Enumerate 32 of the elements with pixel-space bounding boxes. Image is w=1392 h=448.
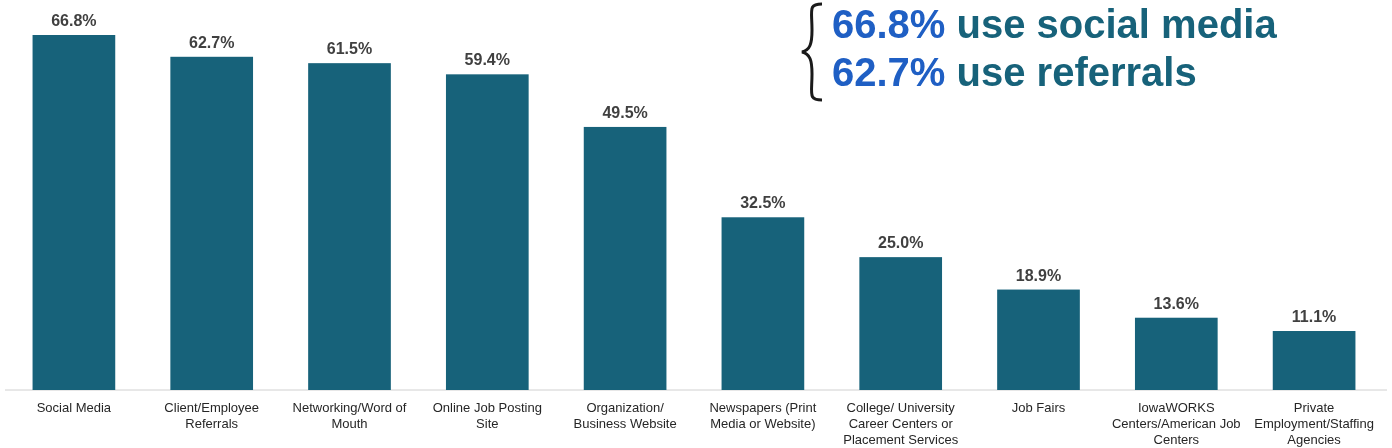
x-tick-label: Newspapers (Print Media or Website) [709, 400, 817, 431]
data-label: 49.5% [602, 103, 648, 121]
x-tick-label: Organization/ Business Website [573, 400, 677, 431]
bar [721, 217, 805, 390]
x-tick-label: Social Media [36, 400, 112, 415]
x-tick-label: Job Fairs [1011, 400, 1066, 415]
data-label: 11.1% [1291, 308, 1337, 326]
x-tick-label: IowaWORKS Centers/American Job Centers [1111, 400, 1241, 447]
x-tick-label: College/ University Career Centers or Placement Services [843, 400, 959, 447]
bar [445, 74, 529, 390]
data-label: 61.5% [326, 40, 373, 58]
data-label: 13.6% [1153, 294, 1199, 312]
bar [32, 35, 116, 390]
bar [170, 56, 254, 390]
data-label: 66.8% [51, 12, 97, 29]
bar [1134, 317, 1218, 390]
bar [859, 257, 943, 390]
data-label: 59.4% [464, 51, 510, 69]
data-label: 32.5% [740, 194, 786, 212]
annotation: 66.8% use social media [832, 2, 1278, 46]
bar [997, 289, 1080, 390]
bar [583, 126, 667, 390]
bar [308, 63, 391, 390]
bar [1272, 331, 1356, 390]
annotation: 62.7% use referrals [832, 50, 1197, 94]
x-tick-label: Client/Employee Referrals [164, 400, 260, 431]
x-tick-label: Online Job Posting Site [432, 400, 542, 431]
data-label: 62.7% [189, 33, 235, 51]
data-label: 25.0% [878, 234, 924, 252]
data-label: 18.9% [1015, 266, 1062, 284]
x-tick-label: Private Employment/Staffing Agencies [1254, 400, 1374, 447]
x-tick-label: Networking/Word of Mouth [292, 400, 407, 431]
